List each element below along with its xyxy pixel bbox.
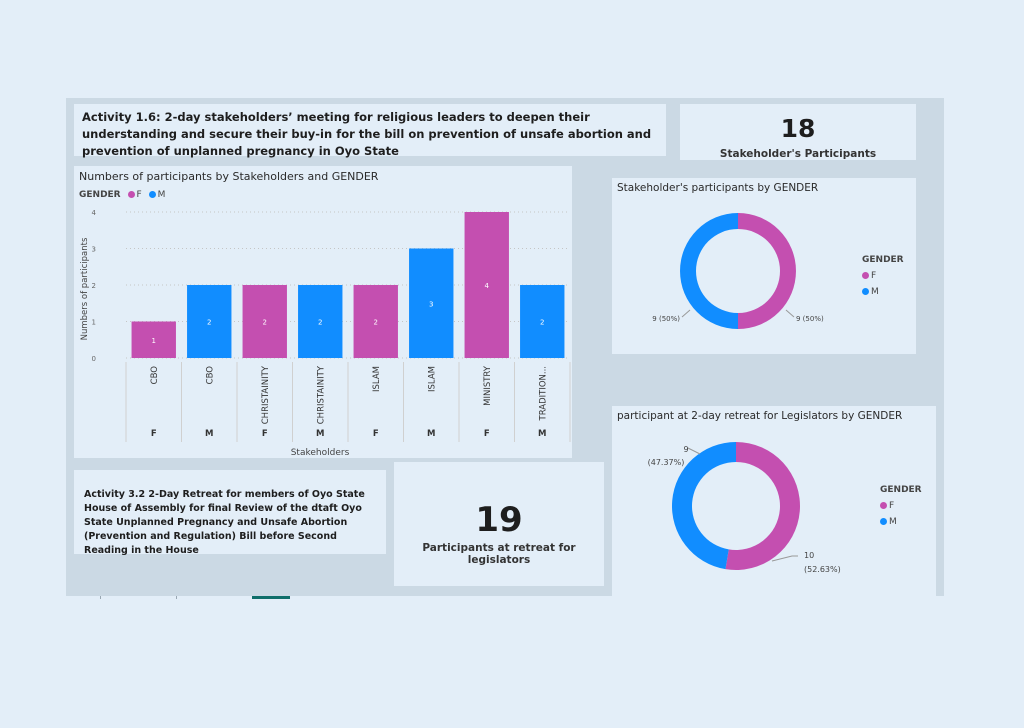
- legend-m-swatch: [862, 288, 869, 295]
- x-category-label: ISLAM: [372, 366, 382, 392]
- donut-data-label: (47.37%): [648, 458, 685, 467]
- y-tick-label: 4: [92, 209, 97, 217]
- donut-slice-m: [680, 213, 738, 329]
- tab-divider: [176, 596, 177, 599]
- tab-divider: [100, 596, 101, 599]
- donut-slice-f: [738, 213, 796, 329]
- donut-retreat-card: participant at 2-day retreat for Legisla…: [612, 406, 936, 596]
- bar-data-label: 2: [374, 319, 378, 327]
- stakeholders-kpi-value: 18: [780, 114, 816, 143]
- x-gender-label: F: [484, 429, 490, 439]
- donut-retreat-title: participant at 2-day retreat for Legisla…: [617, 410, 903, 422]
- donut-data-label: (52.63%): [804, 565, 841, 574]
- donut-data-label: 9 (50%): [796, 315, 824, 323]
- x-gender-label: M: [538, 429, 546, 439]
- bar-f: [464, 212, 509, 358]
- y-tick-label: 0: [92, 355, 96, 363]
- x-category-label: CHRISTAINITY: [316, 365, 326, 424]
- x-gender-label: F: [151, 429, 157, 439]
- x-axis-label: Stakeholders: [291, 448, 350, 458]
- x-category-label: CBO: [150, 366, 160, 385]
- donut-stakeholders-title: Stakeholder's participants by GENDER: [617, 182, 819, 194]
- donut-stakeholders-legend: GENDER F M: [862, 252, 904, 300]
- donut-stakeholders-card: Stakeholder's participants by GENDER 9 (…: [612, 178, 916, 354]
- leader-line: [785, 309, 795, 318]
- x-category-label: TRADITION...: [538, 366, 548, 421]
- y-axis-label: Numbers of participants: [80, 237, 90, 340]
- y-tick-label: 2: [92, 282, 96, 290]
- legend-m-label: M: [157, 190, 166, 200]
- bar-chart-legend: GENDER F M: [79, 190, 165, 200]
- x-gender-label: M: [427, 429, 435, 439]
- legend-f-label: F: [136, 190, 142, 200]
- legend-m-label: M: [871, 287, 879, 297]
- bar-m: [520, 285, 565, 358]
- retreat-kpi-value: 19: [475, 500, 523, 540]
- activity-3-2-title: Activity 3.2 2-Day Retreat for members o…: [74, 470, 386, 556]
- legend-f-label: F: [871, 271, 877, 281]
- x-category-label: ISLAM: [427, 366, 437, 392]
- x-gender-label: M: [205, 429, 213, 439]
- active-tab-indicator: [252, 596, 290, 599]
- x-category-label: CHRISTAINITY: [261, 365, 271, 424]
- bar-m: [409, 248, 454, 358]
- legend-title: GENDER: [79, 190, 121, 200]
- legend-title: GENDER: [880, 485, 922, 495]
- y-tick-label: 1: [92, 319, 96, 327]
- activity-1-6-title: Activity 1.6: 2-day stakeholders’ meetin…: [74, 104, 666, 158]
- bar-data-label: 2: [318, 319, 322, 327]
- legend-m-swatch: [148, 191, 156, 198]
- x-category-label: MINISTRY: [483, 365, 493, 406]
- stakeholders-kpi-label: Stakeholder's Participants: [719, 148, 877, 160]
- bar-f: [131, 321, 176, 358]
- x-gender-label: M: [316, 429, 324, 439]
- bar-chart-title: Numbers of participants by Stakeholders …: [79, 170, 379, 183]
- donut-data-label: 10: [804, 551, 814, 560]
- leader-line: [681, 309, 691, 318]
- legend-f-swatch: [880, 502, 887, 509]
- bar-data-label: 4: [485, 282, 490, 290]
- retreat-kpi-label: Participants at retreat for legislators: [422, 542, 576, 566]
- donut-stakeholders-svg: 9 (50%) 9 (50%): [652, 213, 824, 329]
- bar-data-label: 1: [152, 337, 156, 345]
- bar-f: [353, 285, 398, 358]
- bar-data-label: 2: [207, 319, 211, 327]
- donut-data-label: 9: [683, 445, 688, 454]
- retreat-kpi-card: 19 Participants at retreat for legislato…: [394, 462, 604, 586]
- legend-f-label: F: [889, 501, 895, 511]
- bar-data-label: 2: [263, 319, 267, 327]
- bar-data-label: 3: [429, 300, 433, 308]
- legend-m-swatch: [880, 518, 887, 525]
- page-tab-indicators: [100, 596, 290, 599]
- bar-data-label: 2: [540, 319, 544, 327]
- stakeholders-kpi-card: 18 Stakeholder's Participants: [680, 104, 916, 160]
- bar-chart-card: Numbers of participants by Stakeholders …: [74, 166, 572, 458]
- x-gender-label: F: [373, 429, 379, 439]
- donut-data-label: 9 (50%): [652, 315, 680, 323]
- leader-line: [771, 555, 798, 562]
- donut-retreat-svg: 10 (52.63%) 9 (47.37%): [648, 442, 841, 574]
- leader-line: [687, 447, 701, 455]
- x-gender-label: F: [262, 429, 268, 439]
- x-category-label: CBO: [205, 366, 215, 385]
- donut-slice-f: [725, 442, 800, 570]
- bar-m: [187, 285, 232, 358]
- report-canvas: Activity 1.6: 2-day stakeholders’ meetin…: [66, 98, 944, 596]
- bar-f: [242, 285, 287, 358]
- donut-slice-m: [672, 442, 736, 570]
- legend-m-label: M: [889, 517, 897, 527]
- bar-m: [298, 285, 343, 358]
- legend-f-swatch: [862, 272, 869, 279]
- legend-title: GENDER: [862, 255, 904, 265]
- legend-f-swatch: [127, 191, 135, 198]
- y-tick-label: 3: [92, 246, 96, 254]
- donut-retreat-legend: GENDER F M: [880, 482, 922, 530]
